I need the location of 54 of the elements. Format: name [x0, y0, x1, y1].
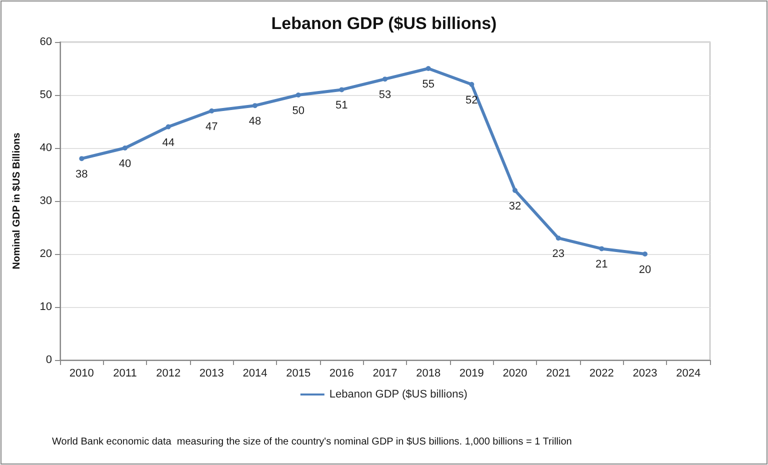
data-label: 40 — [118, 158, 132, 170]
y-tick-label: 30 — [40, 195, 52, 207]
point — [209, 108, 214, 114]
y-tick-label: 40 — [40, 142, 52, 154]
data-label: 47 — [206, 120, 218, 133]
point — [382, 76, 388, 82]
point — [252, 103, 258, 108]
x-tick-label: 2011 — [113, 368, 137, 380]
y-tick-label: 20 — [40, 248, 52, 260]
text: World Bank economic data measuring the size of the country's nominal GDP in $US billions. 1,000 billions = 1 Trillion — [52, 436, 572, 448]
x-tick-label: 2014 — [242, 368, 268, 380]
x-tick-label: 2019 — [459, 368, 484, 380]
data-label: 52 — [466, 94, 478, 106]
data-label: 44 — [162, 136, 174, 149]
data-label: 50 — [292, 105, 304, 117]
y-tick-label: 50 — [40, 89, 52, 101]
x-tick-label: 2021 — [546, 368, 571, 380]
data-label: 48 — [248, 116, 262, 128]
x-tick-label: 2017 — [372, 368, 398, 380]
chart-title: Lebanon GDP ($US billions) — [271, 14, 497, 33]
point — [426, 66, 431, 71]
legend-label: Lebanon GDP ($US billions) — [329, 388, 468, 400]
point — [339, 87, 344, 92]
point — [166, 124, 171, 130]
data-label: 20 — [638, 264, 652, 276]
x-tick-label: 2020 — [502, 368, 528, 380]
y-tick-label: 0 — [46, 354, 52, 366]
point — [469, 82, 474, 87]
x-tick-label: 2015 — [286, 368, 311, 380]
point — [512, 188, 518, 193]
x-tick-label: 2022 — [589, 368, 614, 380]
data-label: 32 — [508, 200, 522, 212]
point — [642, 252, 648, 256]
data-label: 23 — [552, 248, 564, 260]
point — [599, 246, 604, 252]
x-tick-label: 2023 — [632, 368, 658, 380]
data-label: 21 — [596, 258, 608, 271]
data-label: 38 — [76, 168, 88, 181]
point — [79, 156, 84, 162]
x-tick-label: 2010 — [69, 368, 94, 380]
data-label: 55 — [422, 78, 434, 90]
x-tick-label: 2018 — [416, 368, 441, 380]
y-tick-label: 60 — [40, 36, 52, 48]
x-tick-label: 2024 — [676, 368, 701, 380]
point — [122, 146, 128, 150]
x-tick-label: 2013 — [199, 368, 224, 380]
x-tick-label: 2012 — [156, 368, 181, 380]
x-tick-label: 2016 — [329, 368, 354, 380]
data-label: 51 — [336, 100, 348, 112]
point — [556, 236, 561, 241]
y-axis-title: Nominal GDP in $US Billions — [12, 132, 22, 270]
point — [296, 92, 301, 98]
data-label: 53 — [378, 89, 392, 102]
y-tick-label: 10 — [40, 301, 52, 313]
